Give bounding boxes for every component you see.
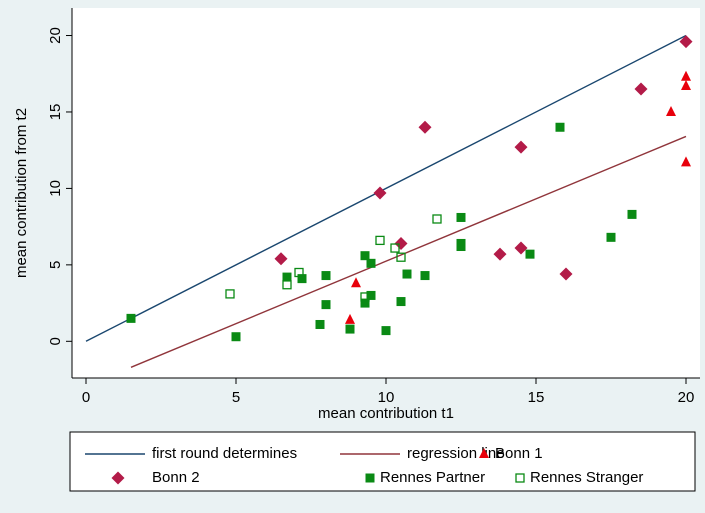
marker-diamond [111, 471, 125, 485]
marker-square [366, 290, 376, 300]
marker-square [381, 326, 391, 336]
y-tick-label: 15 [47, 104, 64, 121]
legend-label: Rennes Stranger [530, 469, 643, 486]
y-tick-label: 0 [47, 337, 64, 345]
marker-square [366, 258, 376, 268]
marker-square [606, 232, 616, 242]
legend-box [69, 431, 696, 492]
marker-square [555, 122, 565, 132]
marker-triangle [479, 448, 489, 458]
marker-square [365, 473, 375, 483]
marker-square [525, 249, 535, 259]
marker-hollow-square [432, 214, 442, 224]
marker-diamond [679, 35, 693, 49]
marker-square [231, 332, 241, 342]
legend-label: first round determines [152, 445, 297, 462]
y-axis-title: mean contribution from t2 [13, 108, 30, 278]
marker-diamond [493, 247, 507, 261]
marker-square [456, 242, 466, 252]
x-tick-label: 10 [378, 389, 395, 406]
marker-diamond [274, 252, 288, 266]
marker-square [282, 272, 292, 282]
x-axis-title: mean contribution t1 [318, 405, 454, 422]
marker-diamond [559, 267, 573, 281]
marker-diamond [634, 82, 648, 96]
marker-triangle [681, 156, 691, 167]
x-tick-label: 5 [232, 389, 240, 406]
series-line [85, 34, 687, 342]
marker-hollow-square [515, 473, 525, 483]
marker-square [315, 319, 325, 329]
marker-triangle [345, 313, 355, 324]
marker-square [360, 251, 370, 261]
marker-diamond [418, 120, 432, 134]
marker-triangle [351, 277, 361, 288]
marker-square [420, 271, 430, 281]
marker-triangle [666, 105, 676, 116]
marker-triangle [681, 70, 691, 81]
y-tick-label: 20 [47, 27, 64, 44]
marker-hollow-square [390, 243, 400, 253]
series-line [130, 135, 687, 368]
x-tick-label: 20 [678, 389, 695, 406]
legend-label: Bonn 2 [152, 469, 200, 486]
marker-square [627, 209, 637, 219]
legend-label: Rennes Partner [380, 469, 485, 486]
legend-label: regression line [407, 445, 505, 462]
marker-square [321, 300, 331, 310]
x-tick-label: 15 [528, 389, 545, 406]
marker-diamond [394, 236, 408, 250]
marker-hollow-square [225, 289, 235, 299]
marker-square [297, 274, 307, 284]
marker-hollow-square [282, 280, 292, 290]
marker-diamond [373, 186, 387, 200]
y-tick-label: 10 [47, 180, 64, 197]
x-tick-label: 0 [82, 389, 90, 406]
marker-square [345, 324, 355, 334]
marker-hollow-square [375, 235, 385, 246]
marker-square [360, 298, 370, 308]
marker-triangle [681, 79, 691, 90]
marker-square [396, 297, 406, 307]
marker-square [126, 313, 136, 323]
marker-hollow-square [294, 267, 304, 278]
marker-square [456, 212, 466, 222]
marker-diamond [514, 241, 528, 255]
marker-square [402, 269, 412, 279]
marker-square [321, 271, 331, 281]
marker-diamond [514, 140, 528, 154]
marker-hollow-square [396, 252, 406, 262]
legend-label: Bonn 1 [495, 445, 543, 462]
marker-hollow-square [360, 292, 370, 302]
y-tick-label: 5 [47, 261, 64, 269]
